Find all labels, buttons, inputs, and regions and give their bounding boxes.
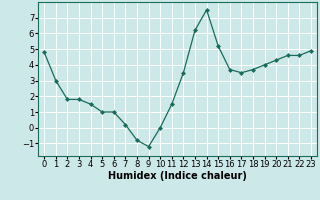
- X-axis label: Humidex (Indice chaleur): Humidex (Indice chaleur): [108, 171, 247, 181]
